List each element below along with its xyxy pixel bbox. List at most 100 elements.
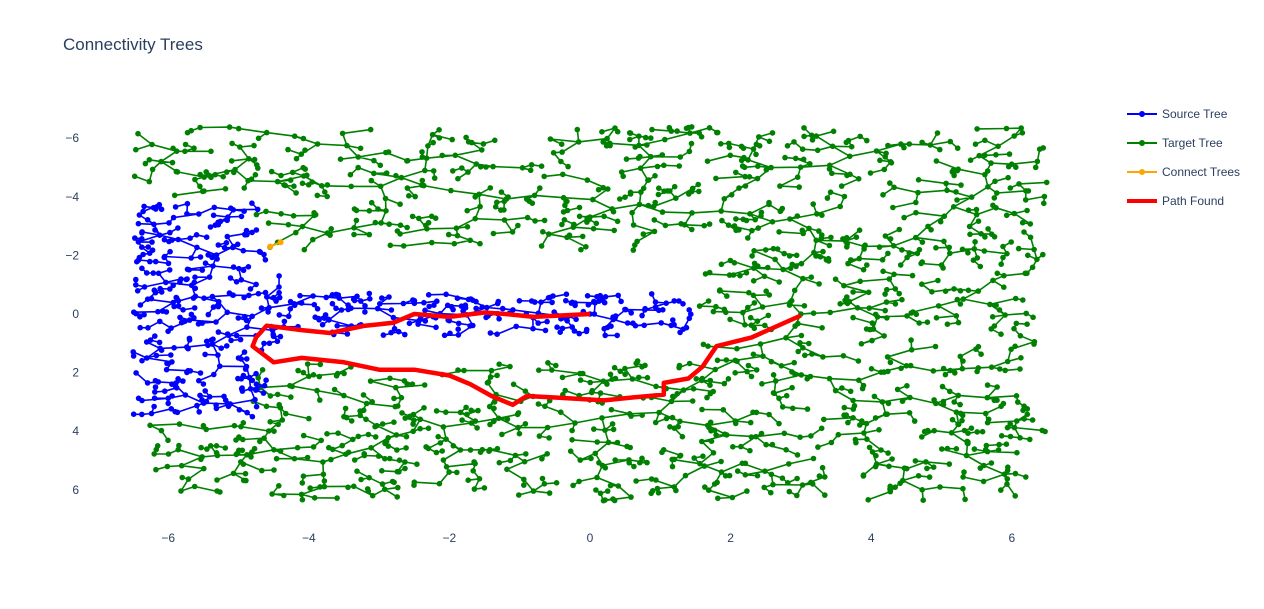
tree-node-marker [383, 170, 390, 176]
tree-node-marker [436, 127, 442, 133]
tree-node-marker [952, 370, 958, 376]
tree-node-marker [892, 484, 898, 491]
tree-node-marker [758, 430, 765, 437]
tree-node-marker [171, 345, 177, 351]
tree-node-marker [784, 143, 791, 149]
tree-node-marker [490, 230, 497, 237]
tree-node-marker [848, 257, 854, 263]
legend-item-source-tree[interactable]: Source Tree [1127, 107, 1228, 121]
tree-node-marker [467, 237, 474, 244]
tree-node-marker [464, 224, 471, 230]
tree-node-marker [539, 475, 546, 482]
tree-node-marker [965, 287, 972, 294]
tree-node-marker [599, 415, 605, 421]
tree-node-marker [197, 183, 203, 190]
tree-node-marker [957, 410, 964, 417]
tree-node-marker [367, 296, 373, 302]
target-tree-layer [131, 124, 1050, 504]
tree-node-marker [335, 430, 341, 437]
tree-node-marker [317, 397, 323, 403]
tree-node-marker [1040, 145, 1046, 151]
tree-node-marker [300, 473, 307, 480]
tree-node-marker [267, 419, 274, 425]
tree-node-marker [974, 368, 980, 375]
tree-node-marker [366, 231, 373, 238]
tree-node-marker [765, 312, 772, 319]
tree-node-marker [639, 455, 645, 462]
tree-node-marker [240, 477, 247, 484]
tree-node-marker [778, 363, 785, 369]
tree-node-marker [725, 222, 732, 228]
tree-node-marker [770, 481, 776, 488]
tree-node-marker [654, 485, 661, 492]
tree-node-marker [494, 445, 501, 452]
tree-node-marker [259, 367, 266, 373]
tree-node-marker [1000, 243, 1006, 250]
tree-node-marker [813, 133, 820, 139]
tree-node-marker [144, 380, 151, 386]
tree-node-marker [972, 141, 979, 147]
tree-node-marker [549, 299, 555, 306]
tree-node-marker [904, 383, 910, 389]
tree-node-marker [455, 326, 462, 333]
tree-node-marker [423, 155, 430, 161]
legend-item-target-tree[interactable]: Target Tree [1127, 136, 1223, 150]
tree-node-marker [828, 439, 835, 446]
tree-node-marker [560, 194, 567, 201]
tree-node-marker [463, 134, 469, 141]
tree-node-marker [576, 478, 582, 485]
tree-node-marker [465, 477, 472, 484]
connect-trees-marker [277, 239, 284, 246]
tree-node-marker [345, 449, 352, 456]
tree-node-marker [185, 345, 191, 352]
tree-node-marker [994, 384, 1000, 390]
tree-node-marker [353, 217, 360, 224]
tree-node-marker [1042, 428, 1048, 435]
tree-node-marker [779, 475, 786, 482]
tree-node-marker [241, 349, 248, 355]
tree-node-marker [167, 229, 173, 236]
legend: Source Tree Target Tree Connect Trees Pa… [1127, 107, 1240, 208]
tree-node-marker [247, 386, 254, 392]
tree-node-marker [972, 239, 978, 245]
tree-node-marker [139, 265, 145, 272]
tree-node-marker [146, 178, 153, 185]
tree-node-marker [708, 438, 715, 445]
tree-node-marker [213, 402, 219, 408]
tree-node-marker [485, 379, 492, 385]
tree-node-marker [471, 486, 478, 492]
tree-node-marker [194, 244, 200, 251]
tree-node-marker [270, 331, 277, 338]
tree-node-marker [677, 418, 683, 425]
tree-node-marker [640, 185, 647, 192]
tree-node-marker [841, 404, 848, 411]
tree-node-marker [734, 468, 741, 474]
tree-node-marker [765, 264, 771, 271]
tree-node-marker [946, 244, 952, 251]
tree-node-marker [149, 141, 155, 148]
tree-node-marker [729, 494, 736, 501]
tree-node-marker [271, 447, 277, 453]
legend-label: Path Found [1162, 194, 1224, 208]
legend-item-connect-trees[interactable]: Connect Trees [1127, 165, 1240, 179]
legend-item-path-found[interactable]: Path Found [1127, 194, 1224, 208]
tree-node-marker [170, 214, 177, 221]
tree-node-marker [788, 297, 795, 304]
x-tick-label: 0 [587, 531, 594, 545]
tree-node-marker [591, 426, 597, 432]
tree-node-marker [206, 394, 213, 400]
tree-node-marker [1022, 197, 1029, 203]
tree-node-marker [887, 483, 893, 490]
tree-node-marker [724, 293, 730, 299]
tree-node-marker [391, 395, 397, 402]
tree-node-marker [358, 476, 364, 483]
tree-node-marker [341, 392, 347, 399]
tree-node-marker [1012, 470, 1019, 477]
tree-node-marker [270, 294, 277, 301]
tree-node-marker [550, 150, 557, 156]
tree-node-marker [722, 473, 729, 479]
tree-node-marker [906, 410, 913, 416]
tree-node-marker [395, 403, 401, 409]
tree-node-marker [298, 491, 305, 498]
legend-swatch-marker [1139, 111, 1145, 117]
